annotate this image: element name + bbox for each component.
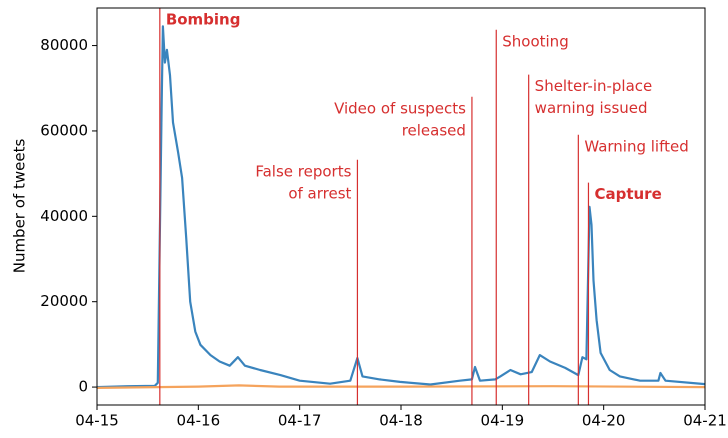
series-line (96, 25, 706, 389)
annotation-label: Capture (594, 185, 661, 203)
y-tick-label: 80000 (40, 36, 88, 54)
annotation-label: False reports (255, 162, 351, 180)
annotation-label: of arrest (288, 184, 351, 202)
annotation-label: warning issued (535, 99, 648, 117)
y-axis-label: Number of tweets (11, 139, 29, 274)
annotation-label: Bombing (166, 11, 241, 29)
y-tick-label: 40000 (40, 207, 88, 225)
x-tick-label: 04-19 (481, 412, 525, 430)
x-tick-label: 04-18 (379, 412, 423, 430)
annotation-label: Shelter-in-place (535, 77, 653, 95)
plot-frame (96, 7, 706, 406)
annotation-label: Video of suspects (334, 99, 466, 117)
x-tick-label: 04-20 (582, 412, 626, 430)
x-tick-label: 04-15 (75, 412, 119, 430)
annotation-label: Warning lifted (584, 137, 688, 155)
annotation-label: Shooting (502, 32, 568, 50)
x-tick-label: 04-21 (683, 412, 727, 430)
series-line (96, 384, 706, 389)
annotation-label: released (402, 121, 466, 139)
x-tick-label: 04-17 (278, 412, 322, 430)
y-tick-label: 20000 (40, 292, 88, 310)
x-tick-label: 04-16 (177, 412, 221, 430)
y-tick-label: 0 (78, 378, 88, 396)
y-tick-label: 60000 (40, 121, 88, 139)
